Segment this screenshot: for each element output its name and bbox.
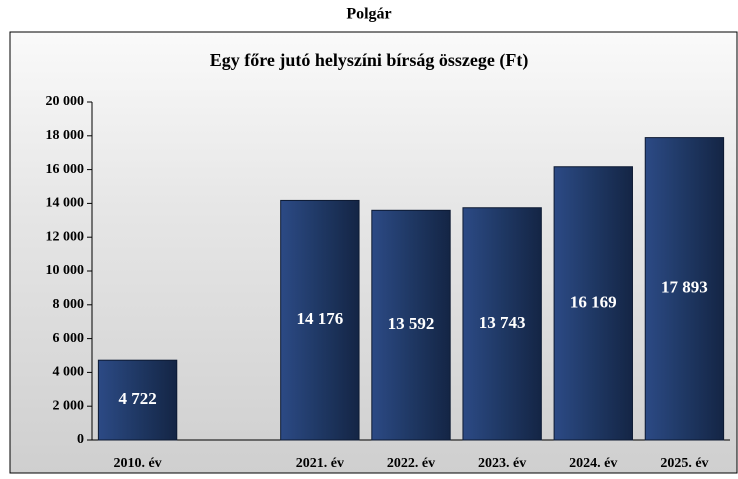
value-label: 16 169 <box>570 292 617 311</box>
x-tick-label: 2021. év <box>296 456 344 471</box>
page: {"chart_data": {"type": "bar", "title": … <box>0 0 738 474</box>
y-tick-label: 0 <box>77 432 84 447</box>
x-tick-label: 2022. év <box>387 456 435 471</box>
x-tick-label: 2010. év <box>113 456 161 471</box>
value-label: 4 722 <box>118 389 156 408</box>
y-tick-label: 2 000 <box>53 398 85 413</box>
y-tick-label: 18 000 <box>46 128 85 143</box>
chart-subtitle: Egy főre jutó helyszíni bírság összege (… <box>210 50 529 71</box>
y-tick-label: 16 000 <box>46 162 85 177</box>
value-label: 17 893 <box>661 278 708 297</box>
y-tick-label: 20 000 <box>46 94 85 109</box>
y-tick-label: 4 000 <box>53 365 85 380</box>
x-tick-label: 2023. év <box>478 456 526 471</box>
y-tick-label: 12 000 <box>46 229 85 244</box>
x-tick-label: 2024. év <box>569 456 617 471</box>
chart-title: Polgár <box>346 6 391 23</box>
y-tick-label: 6 000 <box>53 331 85 346</box>
y-tick-label: 10 000 <box>46 263 85 278</box>
value-label: 14 176 <box>296 309 343 328</box>
value-label: 13 592 <box>388 314 435 333</box>
y-tick-label: 14 000 <box>46 196 85 211</box>
chart: Polgár Egy főre jutó helyszíni bírság ös… <box>0 0 738 474</box>
value-label: 13 743 <box>479 313 526 332</box>
y-tick-label: 8 000 <box>53 297 85 312</box>
x-tick-label: 2025. év <box>660 456 708 471</box>
